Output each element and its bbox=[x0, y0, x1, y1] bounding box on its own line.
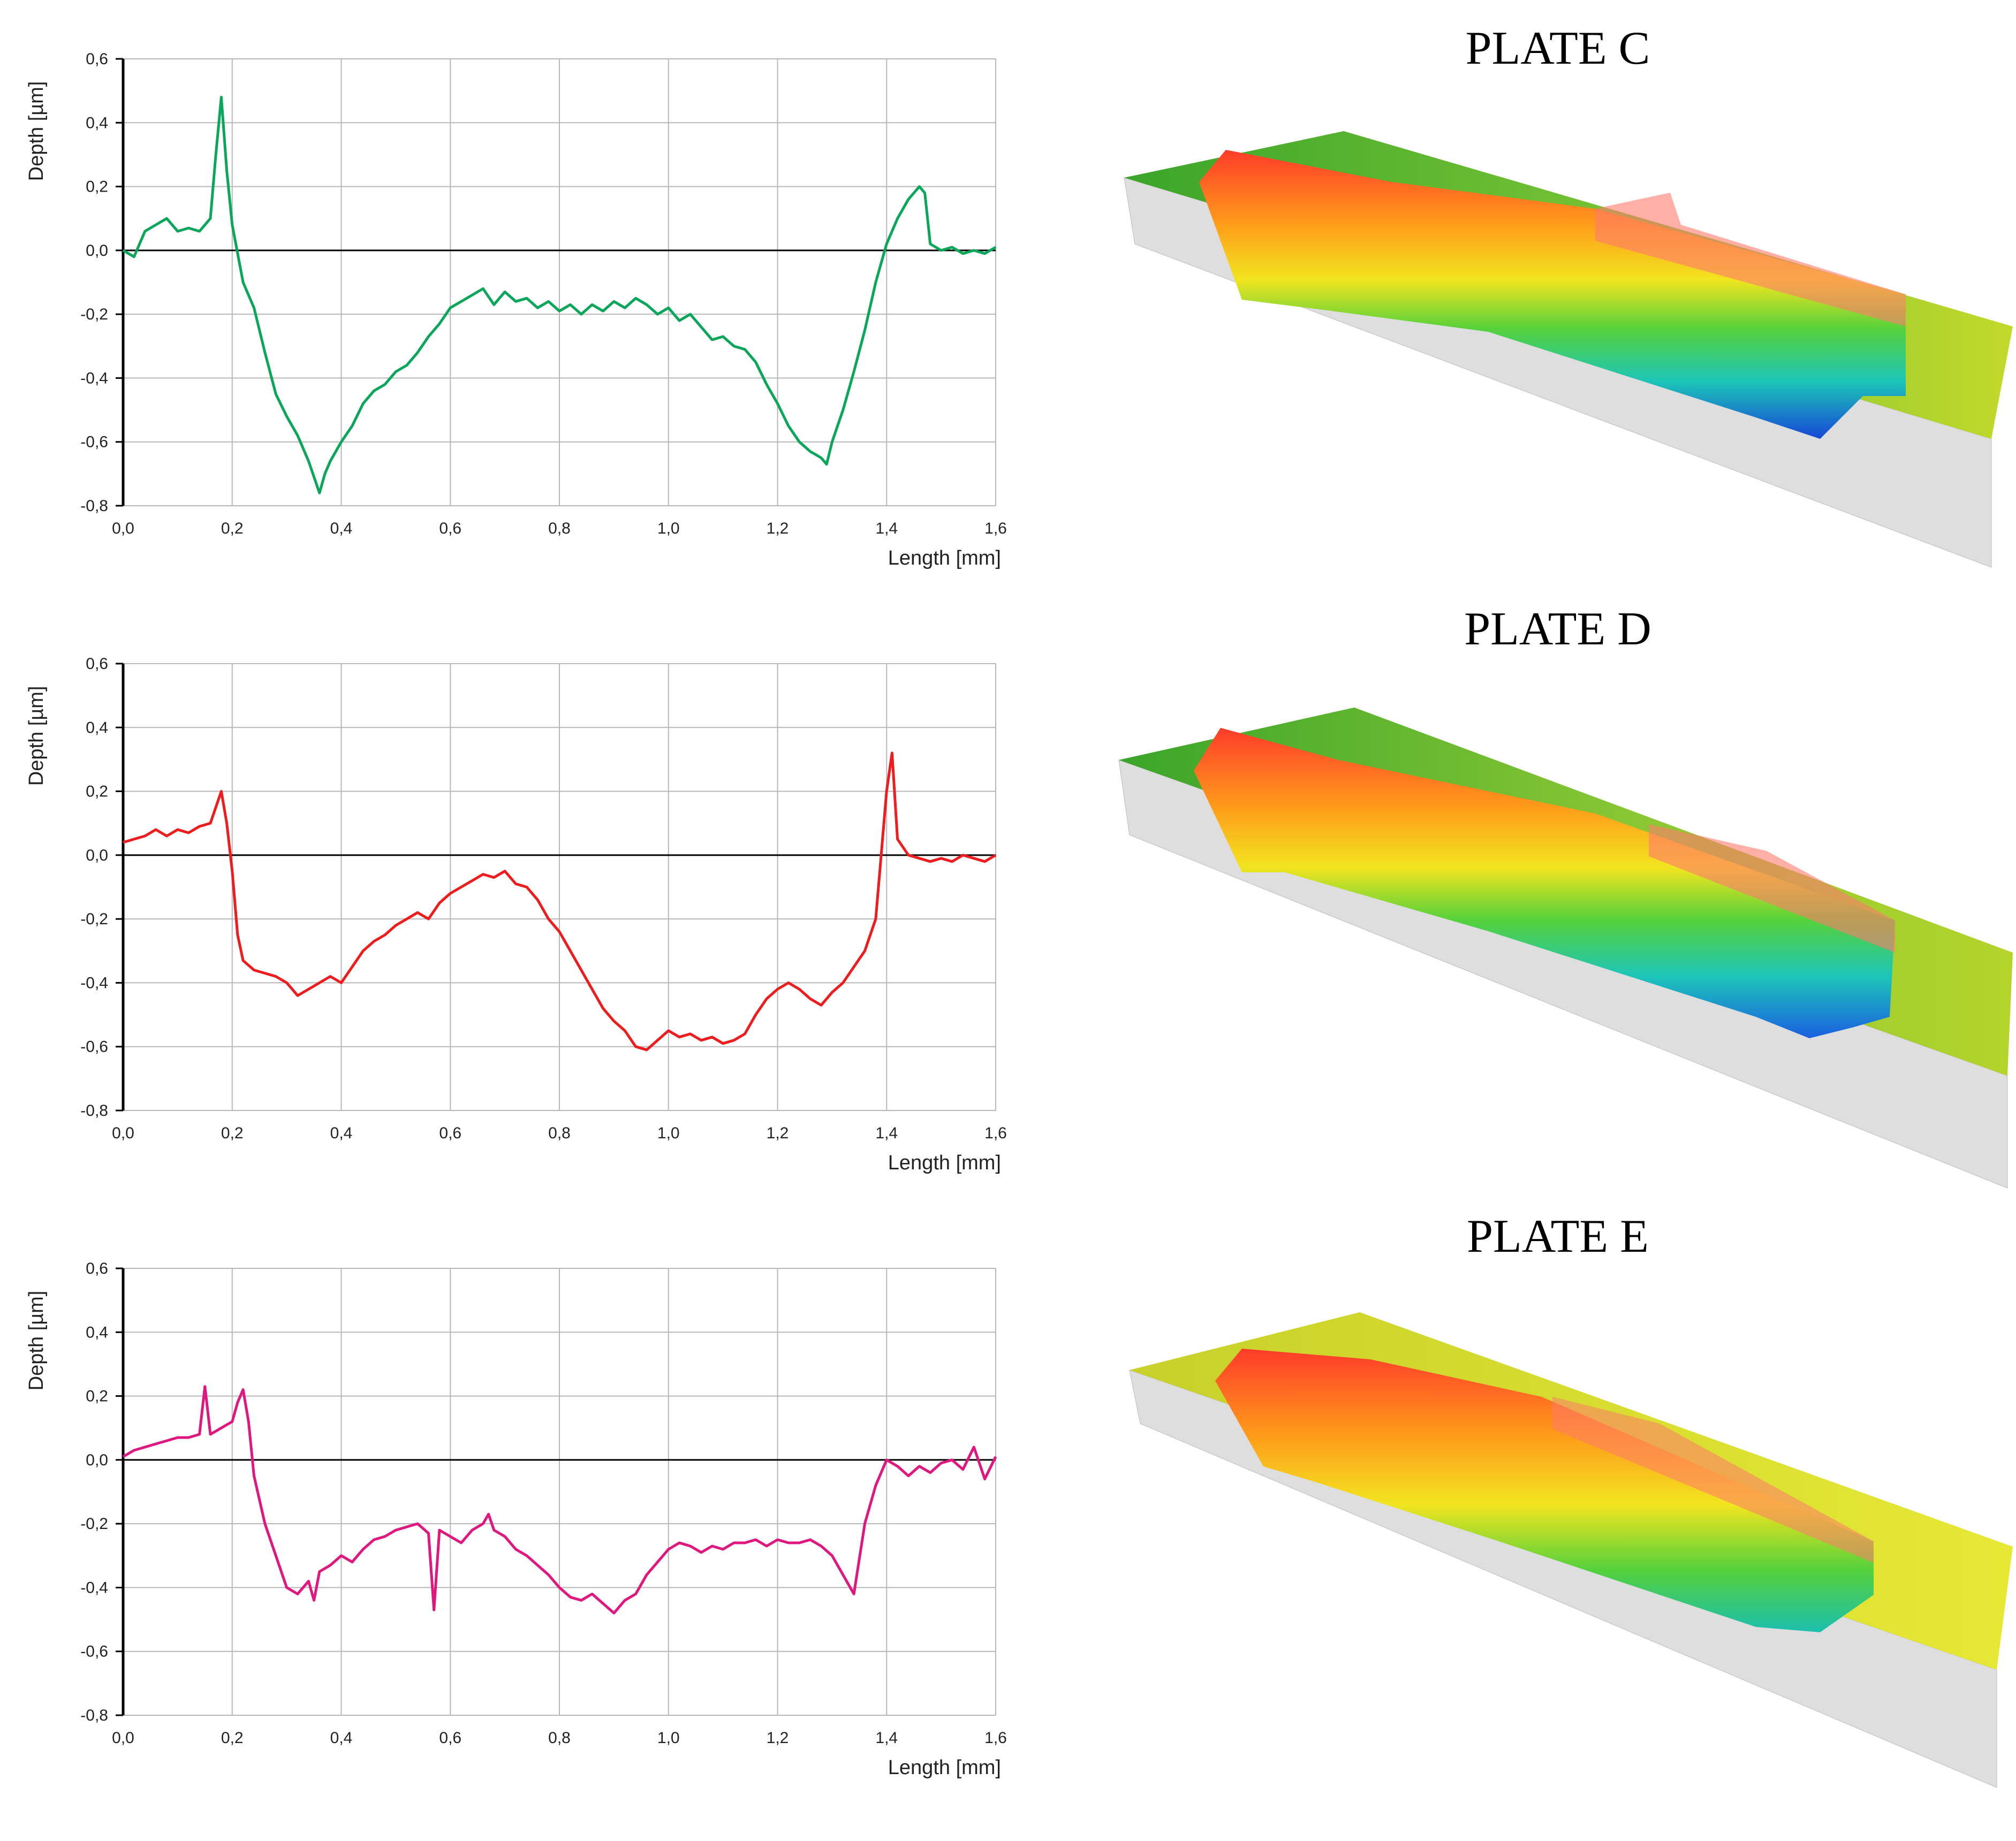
plate-e-y-tick-label: -0,4 bbox=[80, 1579, 108, 1596]
plate-e-x-tick-label: 0,0 bbox=[112, 1729, 134, 1747]
plate-e-x-axis-title: Length [mm] bbox=[888, 1756, 1001, 1779]
plate-c-groove-highlight bbox=[1595, 193, 1906, 326]
plate-c-x-tick-label: 0,8 bbox=[548, 520, 571, 537]
plate-d-series-line bbox=[123, 751, 997, 1052]
plate-d-y-tick-label: -0,4 bbox=[80, 974, 108, 992]
plate-d-x-tick-label: 0,4 bbox=[330, 1124, 353, 1142]
plate-c-x-tick-label: 0,4 bbox=[330, 520, 353, 537]
plate-e-y-axis-title: Depth [µm] bbox=[25, 1291, 48, 1391]
plate-c-x-tick-label: 1,4 bbox=[875, 520, 898, 537]
plate-e-x-tick-label: 1,4 bbox=[875, 1729, 898, 1747]
plate-d-y-tick-label: -0,2 bbox=[80, 910, 108, 928]
plate-d-x-tick-label: 1,4 bbox=[875, 1124, 898, 1142]
plate-c-surface-image bbox=[1124, 131, 2013, 568]
plate-c-y-tick-label: 0,4 bbox=[86, 114, 108, 132]
plate-e-y-tick-label: 0,4 bbox=[86, 1323, 108, 1341]
plate-c-chart: 0,0 0,2 0,4 0,6 0,8 1,0 1,2 1,4 1,6 0,6 0,4 0,2 0,0-… bbox=[0, 0, 1028, 589]
plate-d-x-tick-label: 0,6 bbox=[439, 1124, 461, 1142]
plate-c-y-tick-label: -0,8 bbox=[80, 497, 108, 515]
plate-c-x-tick-label: 0,2 bbox=[221, 520, 244, 537]
plate-d-surface-image bbox=[1118, 708, 2013, 1189]
plate-d-y-tick-label: 0,0 bbox=[86, 847, 108, 864]
plate-c-y-axis-title: Depth [µm] bbox=[25, 81, 48, 181]
plate-d-x-tick-label: 1,0 bbox=[657, 1124, 680, 1142]
plate-c-y-tick-label: 0,0 bbox=[86, 242, 108, 260]
plate-e-x-tick-label: 1,0 bbox=[657, 1729, 680, 1747]
plate-c-chart-svg: 0,0 0,2 0,4 0,6 0,8 1,0 1,2 1,4 1,60,60,40,20,0-… bbox=[25, 50, 1007, 569]
plate-c-x-tick-label: 1,2 bbox=[767, 520, 789, 537]
plate-c-title: PLATE C bbox=[1465, 22, 1650, 74]
plate-e-y-tick-label: -0,8 bbox=[80, 1707, 108, 1724]
plate-c-x-tick-label: 1,0 bbox=[657, 520, 680, 537]
plate-d-y-tick-label: -0,6 bbox=[80, 1038, 108, 1056]
plate-d-y-tick-label: 0,6 bbox=[86, 655, 108, 673]
plate-d-groove bbox=[1194, 728, 1895, 1038]
plate-e-x-tick-label: 0,2 bbox=[221, 1729, 244, 1747]
plate-d-chart-svg: 0,0 0,2 0,4 0,6 0,8 1,0 1,2 1,4 1,60,60,40,20,0-… bbox=[25, 655, 1007, 1174]
plate-d-x-tick-label: 1,2 bbox=[767, 1124, 789, 1142]
plate-d-x-tick-label: 0,8 bbox=[548, 1124, 571, 1142]
plate-c-y-tick-label: -0,4 bbox=[80, 369, 108, 387]
plate-e-title: PLATE E bbox=[1467, 1211, 1649, 1262]
plate-c-x-tick-label: 0,6 bbox=[439, 520, 461, 537]
plate-d-x-tick-label: 1,6 bbox=[984, 1124, 1007, 1142]
plate-d-y-tick-label: -0,8 bbox=[80, 1102, 108, 1120]
plate-e-x-tick-label: 1,2 bbox=[767, 1729, 789, 1747]
plate-c-y-tick-label: -0,6 bbox=[80, 433, 108, 451]
plate-c-series-line bbox=[122, 96, 997, 495]
plate-d-y-axis-title: Depth [µm] bbox=[25, 686, 48, 786]
plate-d-groove-highlight bbox=[1649, 824, 1895, 953]
plate-e-y-tick-label: 0,0 bbox=[86, 1451, 108, 1469]
plate-e-y-tick-label: 0,2 bbox=[86, 1388, 108, 1405]
plate-d-title: PLATE D bbox=[1464, 603, 1651, 655]
plate-e-groove-highlight bbox=[1552, 1397, 1874, 1563]
plate-d-chart: 0,0 0,2 0,4 0,6 0,8 1,0 1,2 1,4 1,6 0,6 0,4 0,2 0,0-… bbox=[0, 605, 1028, 1193]
plate-e-x-tick-label: 0,4 bbox=[330, 1729, 353, 1747]
plate-c-y-tick-label: 0,2 bbox=[86, 178, 108, 196]
plate-e-x-tick-label: 0,6 bbox=[439, 1729, 461, 1747]
plate-d-x-axis-title: Length [mm] bbox=[888, 1152, 1001, 1174]
plate-c-y-tick-label: -0,2 bbox=[80, 306, 108, 323]
plate-e-chart-svg: 0,0 0,2 0,4 0,6 0,8 1,0 1,2 1,4 1,60,60,40,20,0-… bbox=[25, 1260, 1007, 1779]
plate-e-surface-image bbox=[1129, 1312, 2013, 1788]
plate-e-y-tick-label: 0,6 bbox=[86, 1260, 108, 1277]
plate-e-chart: 0,0 0,2 0,4 0,6 0,8 1,0 1,2 1,4 1,6 0,6 0,4 0,2 0,0-… bbox=[0, 1209, 1028, 1798]
plate-c-x-axis-title: Length [mm] bbox=[888, 547, 1001, 569]
plate-d-y-tick-label: 0,4 bbox=[86, 719, 108, 736]
plate-e-x-tick-label: 1,6 bbox=[984, 1729, 1007, 1747]
plate-e-y-tick-label: -0,6 bbox=[80, 1643, 108, 1661]
plate-e-y-tick-label: -0,2 bbox=[80, 1515, 108, 1533]
plate-c-groove bbox=[1199, 150, 1906, 439]
plate-e-x-tick-label: 0,8 bbox=[548, 1729, 571, 1747]
plate-d-x-tick-label: 0,0 bbox=[112, 1124, 134, 1142]
plate-d-y-tick-label: 0,2 bbox=[86, 783, 108, 801]
plate-c-y-tick-label: 0,6 bbox=[86, 50, 108, 68]
plate-e-series-line bbox=[122, 1385, 997, 1615]
plate-d-x-tick-label: 0,2 bbox=[221, 1124, 244, 1142]
plate-c-x-tick-label: 0,0 bbox=[112, 520, 134, 537]
plate-c-x-tick-label: 1,6 bbox=[984, 520, 1007, 537]
plate-e-groove bbox=[1215, 1349, 1874, 1632]
